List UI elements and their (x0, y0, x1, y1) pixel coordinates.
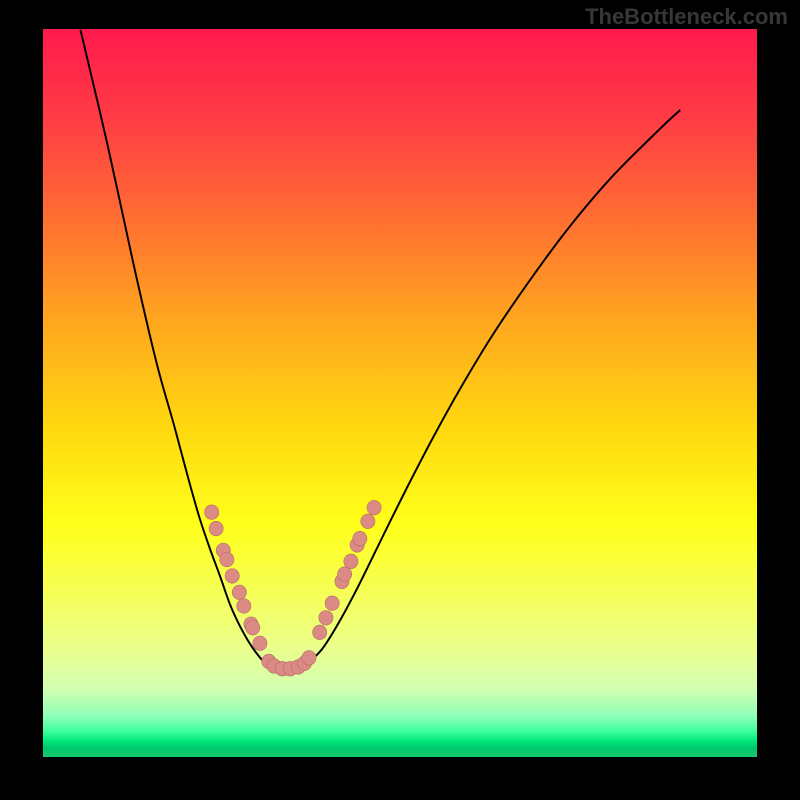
attribution-text: TheBottleneck.com (585, 4, 788, 30)
data-marker (232, 585, 246, 600)
data-marker (344, 554, 358, 569)
data-marker (367, 500, 381, 515)
data-marker (220, 552, 234, 567)
chart-container: TheBottleneck.com (0, 0, 800, 800)
data-marker (225, 569, 239, 584)
data-marker (319, 610, 333, 625)
bottleneck-curve-left (80, 30, 277, 670)
data-marker (313, 625, 327, 640)
plot-area (43, 29, 757, 757)
data-marker (253, 636, 267, 651)
data-marker (338, 567, 352, 582)
curve-layer (43, 29, 757, 757)
data-marker (209, 521, 223, 536)
data-marker (325, 596, 339, 611)
data-marker (205, 505, 219, 520)
data-marker (246, 621, 260, 636)
data-marker (353, 531, 367, 546)
data-marker (302, 651, 316, 666)
data-markers (205, 500, 382, 676)
data-marker (237, 599, 251, 614)
data-marker (361, 514, 375, 529)
